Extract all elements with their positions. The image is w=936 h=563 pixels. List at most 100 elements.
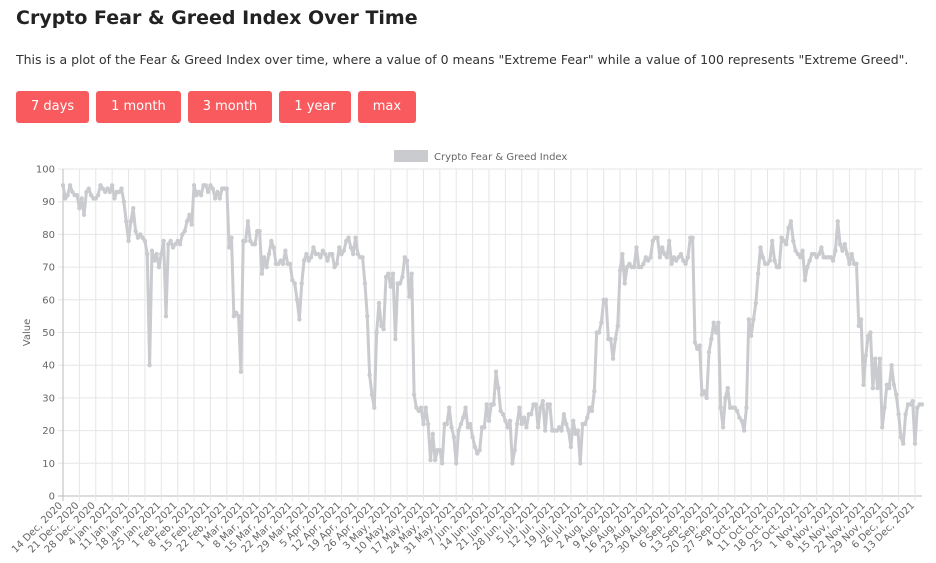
data-point	[386, 271, 391, 276]
data-point	[409, 271, 414, 276]
data-point	[599, 320, 604, 325]
data-point	[671, 255, 677, 260]
data-point	[535, 425, 541, 430]
data-point	[163, 313, 169, 319]
data-point	[784, 242, 789, 247]
data-point	[835, 219, 840, 224]
data-point	[659, 245, 665, 250]
data-point	[477, 448, 482, 453]
data-point	[465, 425, 471, 430]
data-point	[507, 418, 513, 423]
data-point	[248, 238, 253, 244]
y-tick-label: 90	[42, 197, 55, 208]
data-point	[140, 235, 145, 240]
data-point	[194, 192, 199, 198]
data-point	[325, 258, 330, 263]
data-point	[498, 408, 503, 414]
data-point	[93, 196, 98, 201]
data-point	[269, 238, 274, 244]
data-point	[912, 441, 918, 446]
data-point	[858, 317, 864, 322]
data-point	[781, 238, 787, 244]
data-point	[304, 251, 309, 257]
data-point	[428, 457, 433, 463]
data-point	[837, 242, 843, 247]
data-point	[610, 356, 616, 361]
data-point	[259, 271, 265, 276]
data-point	[676, 255, 681, 260]
data-point	[262, 255, 267, 260]
data-point	[292, 281, 297, 286]
data-point	[702, 389, 707, 394]
range-buttons: 7 days 1 month 3 month 1 year max	[16, 91, 417, 123]
data-point	[212, 196, 218, 201]
data-point	[512, 448, 517, 453]
data-point	[320, 248, 326, 253]
range-button[interactable]: 1 month	[96, 91, 181, 123]
data-point	[341, 248, 347, 253]
data-point	[662, 251, 667, 257]
data-point	[198, 192, 204, 198]
data-point	[847, 261, 852, 267]
data-point	[734, 408, 740, 414]
data-point	[173, 242, 178, 247]
data-point	[472, 444, 478, 450]
data-point	[208, 183, 213, 188]
data-point	[741, 428, 747, 433]
data-point	[243, 238, 248, 244]
data-point	[521, 415, 527, 420]
data-point	[446, 405, 452, 410]
data-point	[283, 248, 288, 253]
y-tick-label: 20	[42, 426, 55, 437]
description: This is a plot of the Fear & Greed Index…	[16, 52, 909, 67]
data-point	[215, 189, 220, 195]
data-point	[423, 405, 428, 410]
data-point	[152, 258, 157, 263]
range-button[interactable]: 7 days	[16, 91, 90, 123]
data-point	[844, 251, 850, 257]
data-point	[617, 268, 623, 273]
data-point	[540, 398, 546, 404]
data-point	[587, 405, 592, 410]
data-point	[770, 238, 775, 244]
data-point	[870, 385, 876, 391]
data-point	[407, 294, 412, 299]
data-point	[86, 186, 91, 191]
data-point	[748, 333, 754, 338]
data-point	[828, 255, 833, 260]
data-point	[889, 363, 894, 368]
data-point	[622, 281, 627, 286]
data-point	[894, 392, 899, 397]
data-point	[322, 251, 328, 257]
data-point	[166, 242, 171, 247]
data-point	[332, 264, 337, 270]
data-point	[461, 415, 466, 420]
data-point	[475, 451, 480, 456]
data-point	[486, 418, 492, 423]
data-point	[100, 186, 105, 191]
data-point	[210, 186, 215, 191]
data-point	[496, 385, 501, 391]
data-point	[362, 281, 368, 286]
data-point	[505, 425, 510, 430]
data-point	[226, 245, 232, 250]
data-point	[538, 405, 543, 410]
data-point	[910, 398, 915, 404]
y-axis-label: Value	[22, 319, 33, 346]
data-point	[131, 206, 136, 211]
data-point	[336, 245, 342, 250]
data-point	[641, 261, 646, 267]
data-point	[238, 369, 244, 374]
data-point	[514, 421, 520, 427]
data-point	[468, 421, 473, 427]
range-button[interactable]: max	[357, 91, 417, 123]
legend-label: Crypto Fear & Greed Index	[434, 152, 567, 163]
data-point	[367, 372, 372, 378]
data-point	[147, 363, 152, 368]
data-point	[685, 255, 691, 260]
data-point	[301, 258, 307, 263]
data-point	[449, 425, 454, 430]
range-button[interactable]: 1 year	[279, 91, 351, 123]
data-point	[184, 219, 190, 224]
range-button[interactable]: 3 month	[187, 91, 273, 123]
